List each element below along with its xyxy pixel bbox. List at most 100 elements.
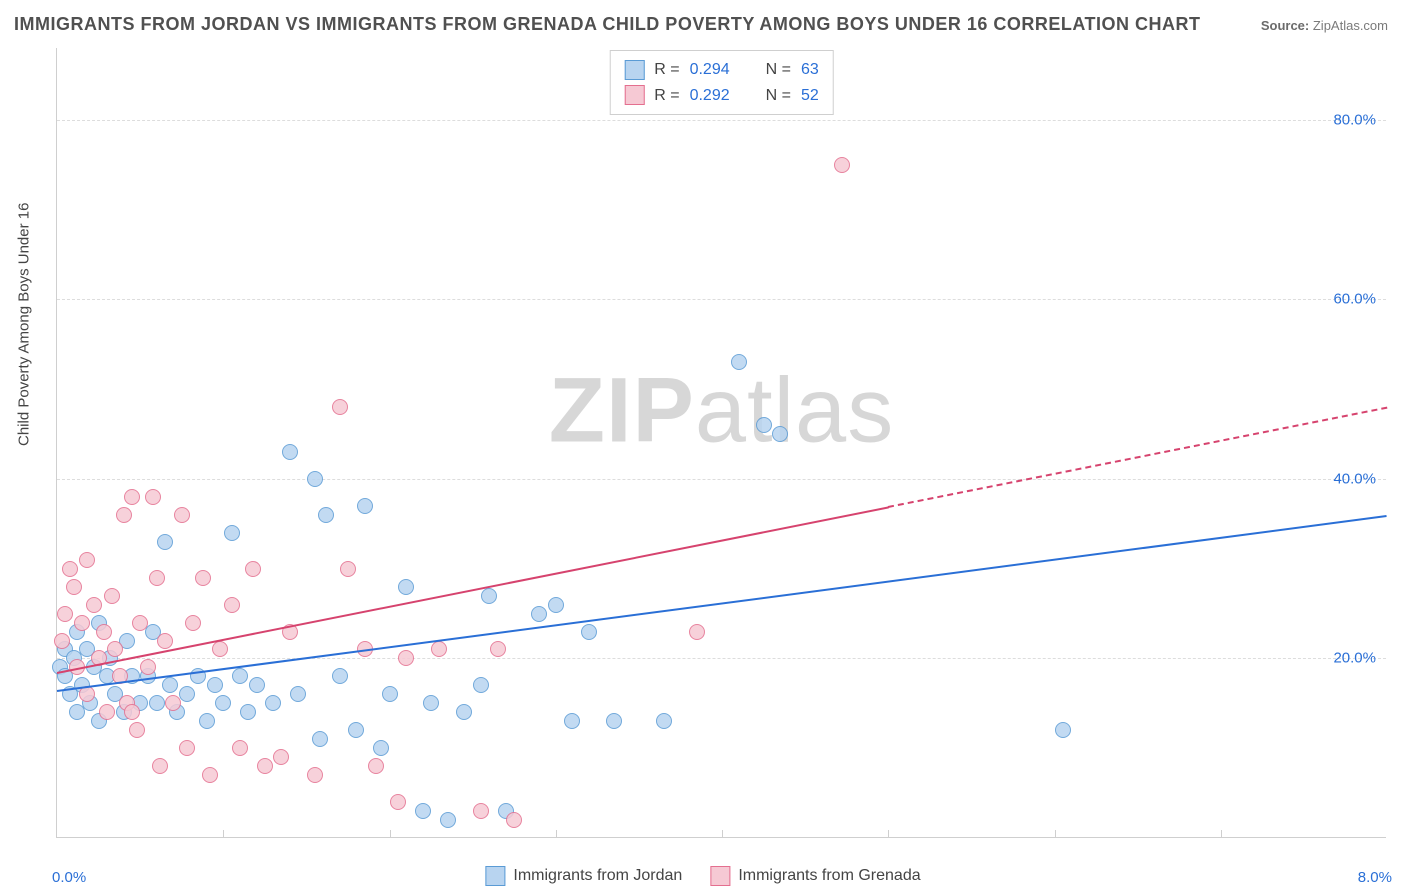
legend-series-item: Immigrants from Jordan	[485, 866, 682, 886]
legend-series-item: Immigrants from Grenada	[710, 866, 920, 886]
scatter-point	[318, 507, 334, 523]
scatter-point	[506, 812, 522, 828]
watermark-light: atlas	[695, 359, 894, 461]
scatter-point	[581, 624, 597, 640]
x-tick	[1221, 830, 1222, 838]
y-tick-label: 60.0%	[1333, 291, 1376, 308]
plot-area: ZIPatlas R =0.294N =63R =0.292N =52 20.0…	[56, 48, 1386, 838]
legend-swatch	[624, 85, 644, 105]
scatter-point	[185, 615, 201, 631]
scatter-point	[79, 552, 95, 568]
x-tick	[556, 830, 557, 838]
scatter-point	[157, 534, 173, 550]
y-tick-label: 80.0%	[1333, 111, 1376, 128]
scatter-point	[290, 686, 306, 702]
legend-r-value: 0.292	[690, 83, 730, 109]
scatter-point	[232, 740, 248, 756]
scatter-point	[772, 426, 788, 442]
source-value: ZipAtlas.com	[1313, 18, 1388, 33]
scatter-point	[348, 722, 364, 738]
scatter-point	[215, 695, 231, 711]
scatter-point	[415, 803, 431, 819]
watermark-bold: ZIP	[549, 359, 695, 461]
legend-n-label: N =	[766, 57, 791, 83]
x-axis-min-label: 0.0%	[52, 869, 86, 886]
trend-line	[57, 506, 889, 673]
scatter-point	[282, 444, 298, 460]
scatter-point	[373, 740, 389, 756]
scatter-point	[152, 758, 168, 774]
scatter-point	[368, 758, 384, 774]
scatter-point	[398, 579, 414, 595]
legend-series-label: Immigrants from Grenada	[738, 867, 920, 885]
legend-r-value: 0.294	[690, 57, 730, 83]
scatter-point	[273, 749, 289, 765]
scatter-point	[249, 677, 265, 693]
scatter-point	[834, 157, 850, 173]
scatter-point	[224, 597, 240, 613]
scatter-point	[74, 615, 90, 631]
scatter-point	[398, 650, 414, 666]
scatter-point	[104, 588, 120, 604]
scatter-point	[689, 624, 705, 640]
scatter-point	[473, 677, 489, 693]
legend-series-label: Immigrants from Jordan	[513, 867, 682, 885]
scatter-point	[548, 597, 564, 613]
source-label: Source:	[1261, 18, 1309, 33]
scatter-point	[245, 561, 261, 577]
scatter-point	[606, 713, 622, 729]
watermark: ZIPatlas	[549, 358, 894, 463]
gridline	[57, 120, 1386, 121]
legend-swatch	[710, 866, 730, 886]
scatter-point	[390, 794, 406, 810]
scatter-point	[531, 606, 547, 622]
scatter-point	[232, 668, 248, 684]
x-axis-max-label: 8.0%	[1358, 869, 1392, 886]
x-tick	[223, 830, 224, 838]
scatter-point	[107, 641, 123, 657]
scatter-point	[62, 561, 78, 577]
scatter-point	[145, 489, 161, 505]
scatter-point	[202, 767, 218, 783]
legend-stats: R = 0.294 N = 63R = 0.292 N = 52	[609, 50, 834, 115]
gridline	[57, 658, 1386, 659]
scatter-point	[307, 471, 323, 487]
source-attribution: Source: ZipAtlas.com	[1261, 18, 1388, 33]
scatter-point	[224, 525, 240, 541]
legend-n-value: 63	[801, 57, 819, 83]
scatter-point	[473, 803, 489, 819]
scatter-point	[124, 489, 140, 505]
scatter-point	[179, 740, 195, 756]
scatter-point	[124, 704, 140, 720]
scatter-point	[490, 641, 506, 657]
x-tick	[390, 830, 391, 838]
y-axis-label: Child Poverty Among Boys Under 16	[16, 203, 33, 446]
scatter-point	[382, 686, 398, 702]
scatter-point	[174, 507, 190, 523]
scatter-point	[129, 722, 145, 738]
legend-r-label: R =	[654, 57, 679, 83]
scatter-point	[140, 659, 156, 675]
gridline	[57, 479, 1386, 480]
scatter-point	[481, 588, 497, 604]
scatter-point	[116, 507, 132, 523]
scatter-point	[207, 677, 223, 693]
x-tick	[1055, 830, 1056, 838]
scatter-point	[731, 354, 747, 370]
scatter-point	[132, 615, 148, 631]
scatter-point	[265, 695, 281, 711]
scatter-point	[440, 812, 456, 828]
legend-n-value: 52	[801, 83, 819, 109]
gridline	[57, 299, 1386, 300]
scatter-point	[99, 704, 115, 720]
scatter-point	[157, 633, 173, 649]
scatter-point	[357, 498, 373, 514]
scatter-point	[179, 686, 195, 702]
scatter-point	[57, 606, 73, 622]
legend-stats-row: R = 0.294 N = 63	[624, 57, 819, 83]
y-tick-label: 40.0%	[1333, 470, 1376, 487]
scatter-point	[423, 695, 439, 711]
scatter-point	[312, 731, 328, 747]
scatter-point	[54, 633, 70, 649]
scatter-point	[564, 713, 580, 729]
